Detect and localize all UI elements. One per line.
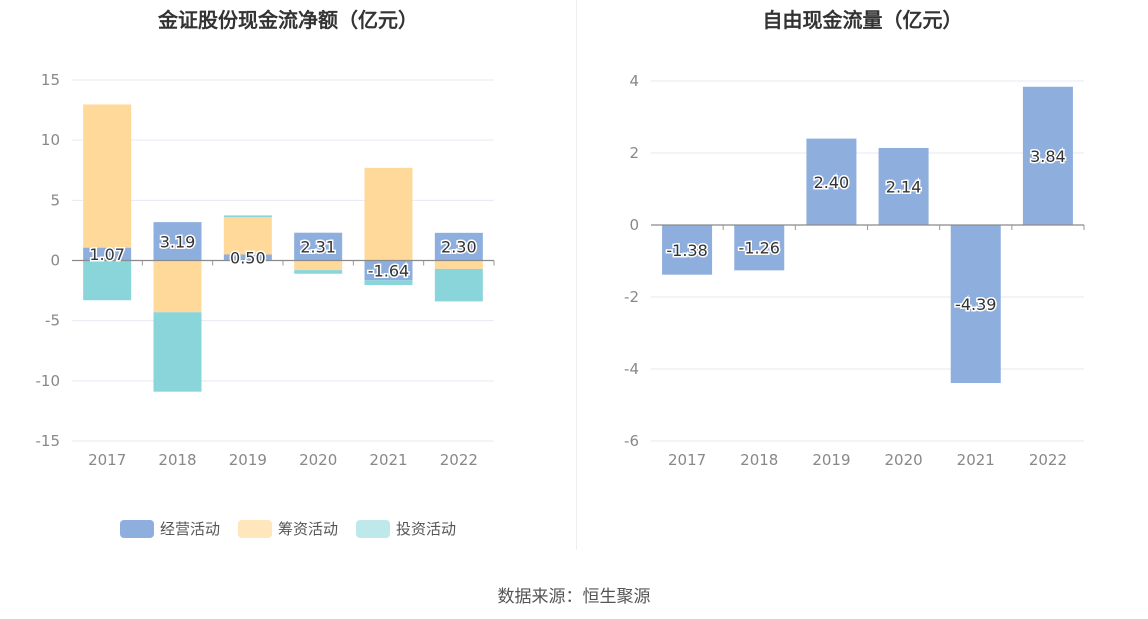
data-label: 1.07 [89,245,125,264]
bar-2018-筹资活动 [153,260,202,313]
y-tick-label: 2 [629,144,639,162]
legend-label: 经营活动 [159,520,220,538]
y-tick-label: 15 [41,71,60,89]
chart-title: 金证股份现金流净额（亿元） [158,8,418,32]
bar-2022-自由现金流量 [1022,86,1073,225]
bar-2019-经营活动 [223,254,272,261]
bar-2020-自由现金流量 [878,147,929,225]
data-label: 3.84 [1030,147,1066,166]
legend-label: 筹资活动 [277,520,338,538]
bar-2020-经营活动 [294,232,343,261]
x-tick-label: 2021 [957,451,995,469]
bar-2021-投资活动 [364,280,413,286]
legend-swatch-investing [356,519,390,538]
data-label: 2.14 [886,177,922,196]
chart-title: 自由现金流量（亿元） [762,8,963,32]
legend-swatch-financing [237,519,272,538]
panel-divider [576,0,577,550]
x-tick-label: 2018 [158,451,196,469]
x-tick-label: 2022 [1029,451,1067,469]
data-label: 3.19 [160,232,196,251]
y-tick-label: -4 [624,360,639,378]
legend-label: 投资活动 [396,520,457,538]
bar-2019-自由现金流量 [806,138,857,225]
data-label: -1.38 [666,241,707,260]
free-cash-flow-chart: 4 2 0 -2 -4 -6 2017 2018 2019 2020 2021 2022 -1.38 -1… [624,72,1085,469]
y-tick-label: -2 [624,288,639,306]
y-tick-label: 5 [50,191,60,209]
x-tick-label: 2017 [668,451,706,469]
data-label: 2.30 [441,238,477,257]
bar-2020-投资活动 [294,270,343,274]
bar-2017-自由现金流量 [662,225,713,275]
y-tick-label: -6 [624,432,639,450]
bar-2022-筹资活动 [434,260,483,269]
legend-item-operating[interactable]: 经营活动 [119,518,220,539]
bar-2021-经营活动 [364,260,413,281]
y-tick-label: 0 [629,216,639,234]
legend: 经营活动 筹资活动 投资活动 [0,518,576,539]
x-tick-label: 2020 [299,451,337,469]
bar-2018-经营活动 [153,222,202,261]
data-label: 2.40 [814,173,850,192]
y-tick-label: 0 [50,252,60,270]
x-tick-label: 2019 [229,451,267,469]
bar-2018-投资活动 [153,312,202,392]
legend-item-investing[interactable]: 投资活动 [356,518,456,539]
bar-2017-投资活动 [83,260,132,301]
x-tick-label: 2020 [884,451,922,469]
data-label: 0.50 [230,248,266,267]
y-tick-label: 4 [629,72,639,90]
cash-flow-chart-panel: 金证股份现金流净额（亿元） 15 10 5 0 -5 -10 -15 2017 2018 2019… [0,0,576,560]
y-tick-label: 10 [41,131,60,149]
x-tick-label: 2021 [369,451,407,469]
legend-swatch-operating [119,519,154,538]
y-tick-label: -5 [45,312,60,330]
data-label: -1.26 [739,239,780,258]
x-tick-label: 2017 [88,451,126,469]
bar-2017-筹资活动 [83,104,132,248]
y-tick-label: -10 [36,372,61,390]
free-cash-flow-chart-panel: 自由现金流量（亿元） 4 2 0 -2 -4 -6 2017 2018 2019 2020 2021… [577,0,1148,560]
data-label: 2.31 [300,238,336,257]
bar-2021-筹资活动 [364,167,413,261]
bar-2022-经营活动 [434,232,483,261]
bar-2018-自由现金流量 [734,225,785,271]
x-tick-label: 2019 [812,451,850,469]
data-label: -1.64 [368,261,409,280]
bar-2019-投资活动 [223,215,272,218]
bar-2017-经营活动 [83,247,132,261]
bar-2022-投资活动 [434,268,483,302]
x-tick-label: 2018 [740,451,778,469]
cash-flow-chart: 15 10 5 0 -5 -10 -15 2017 2018 2019 2020 2021 2022 1.… [36,71,495,469]
bar-2021-自由现金流量 [950,225,1001,384]
y-tick-label: -15 [36,432,61,450]
bar-2020-筹资活动 [294,260,343,271]
bar-2019-筹资活动 [223,217,272,255]
data-source: 数据来源：恒生聚源 [497,587,651,607]
legend-item-financing[interactable]: 筹资活动 [237,518,338,539]
data-label: -4.39 [955,295,996,314]
x-tick-label: 2022 [440,451,478,469]
